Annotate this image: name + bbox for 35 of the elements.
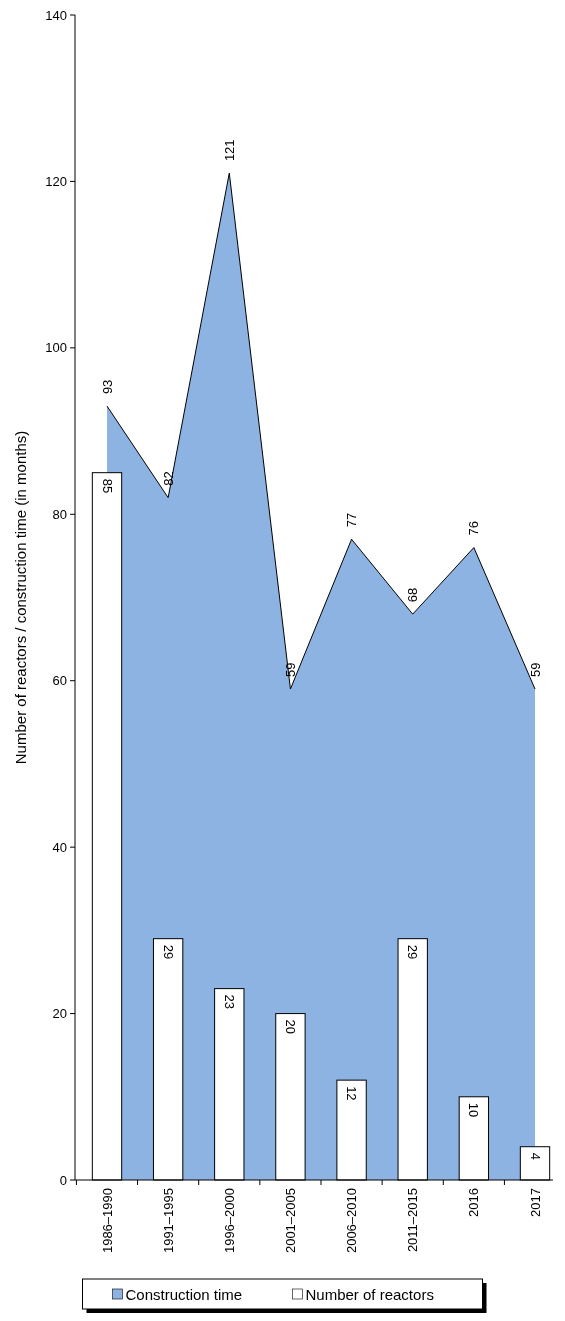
data-label: 85 [99,478,115,494]
y-tick-label: 120 [45,173,67,189]
data-label: 29 [160,944,176,960]
x-tick-label: 1996–2000 [221,1188,237,1254]
y-axis-title: Number of reactors / construction time (in months) [11,430,29,765]
x-tick-label: 2016 [466,1188,482,1217]
data-label: 29 [405,944,421,960]
x-tick-label: 2011–2015 [405,1188,421,1253]
y-tick-label: 100 [45,340,67,356]
y-tick-label: 0 [59,1172,67,1188]
data-label: 68 [405,587,421,603]
legend-label: Construction time [125,1285,243,1303]
data-label: 59 [527,662,543,678]
x-tick-label: 2006–2010 [344,1188,360,1254]
x-tick-label: 2017 [527,1188,543,1217]
x-tick-label: 1991–1995 [160,1188,176,1254]
data-label: 77 [344,512,360,528]
data-label: 12 [344,1086,360,1101]
y-tick-label: 20 [52,1006,67,1022]
data-label: 93 [99,379,115,395]
data-label: 121 [221,139,237,162]
legend-label: Number of reactors [305,1285,434,1303]
y-tick-label: 40 [52,839,67,855]
data-label: 4 [527,1152,543,1160]
data-label: 76 [466,521,482,536]
y-tick-label: 140 [45,7,67,23]
y-tick-label: 60 [52,673,67,689]
data-label: 23 [221,994,237,1010]
data-label: 20 [282,1019,298,1035]
x-tick-label: 2001–2005 [282,1188,298,1254]
data-label: 10 [466,1102,482,1118]
data-label: 82 [160,471,176,486]
x-tick-label: 1986–1990 [99,1188,115,1254]
data-label: 59 [282,662,298,678]
y-tick-label: 80 [52,506,67,522]
